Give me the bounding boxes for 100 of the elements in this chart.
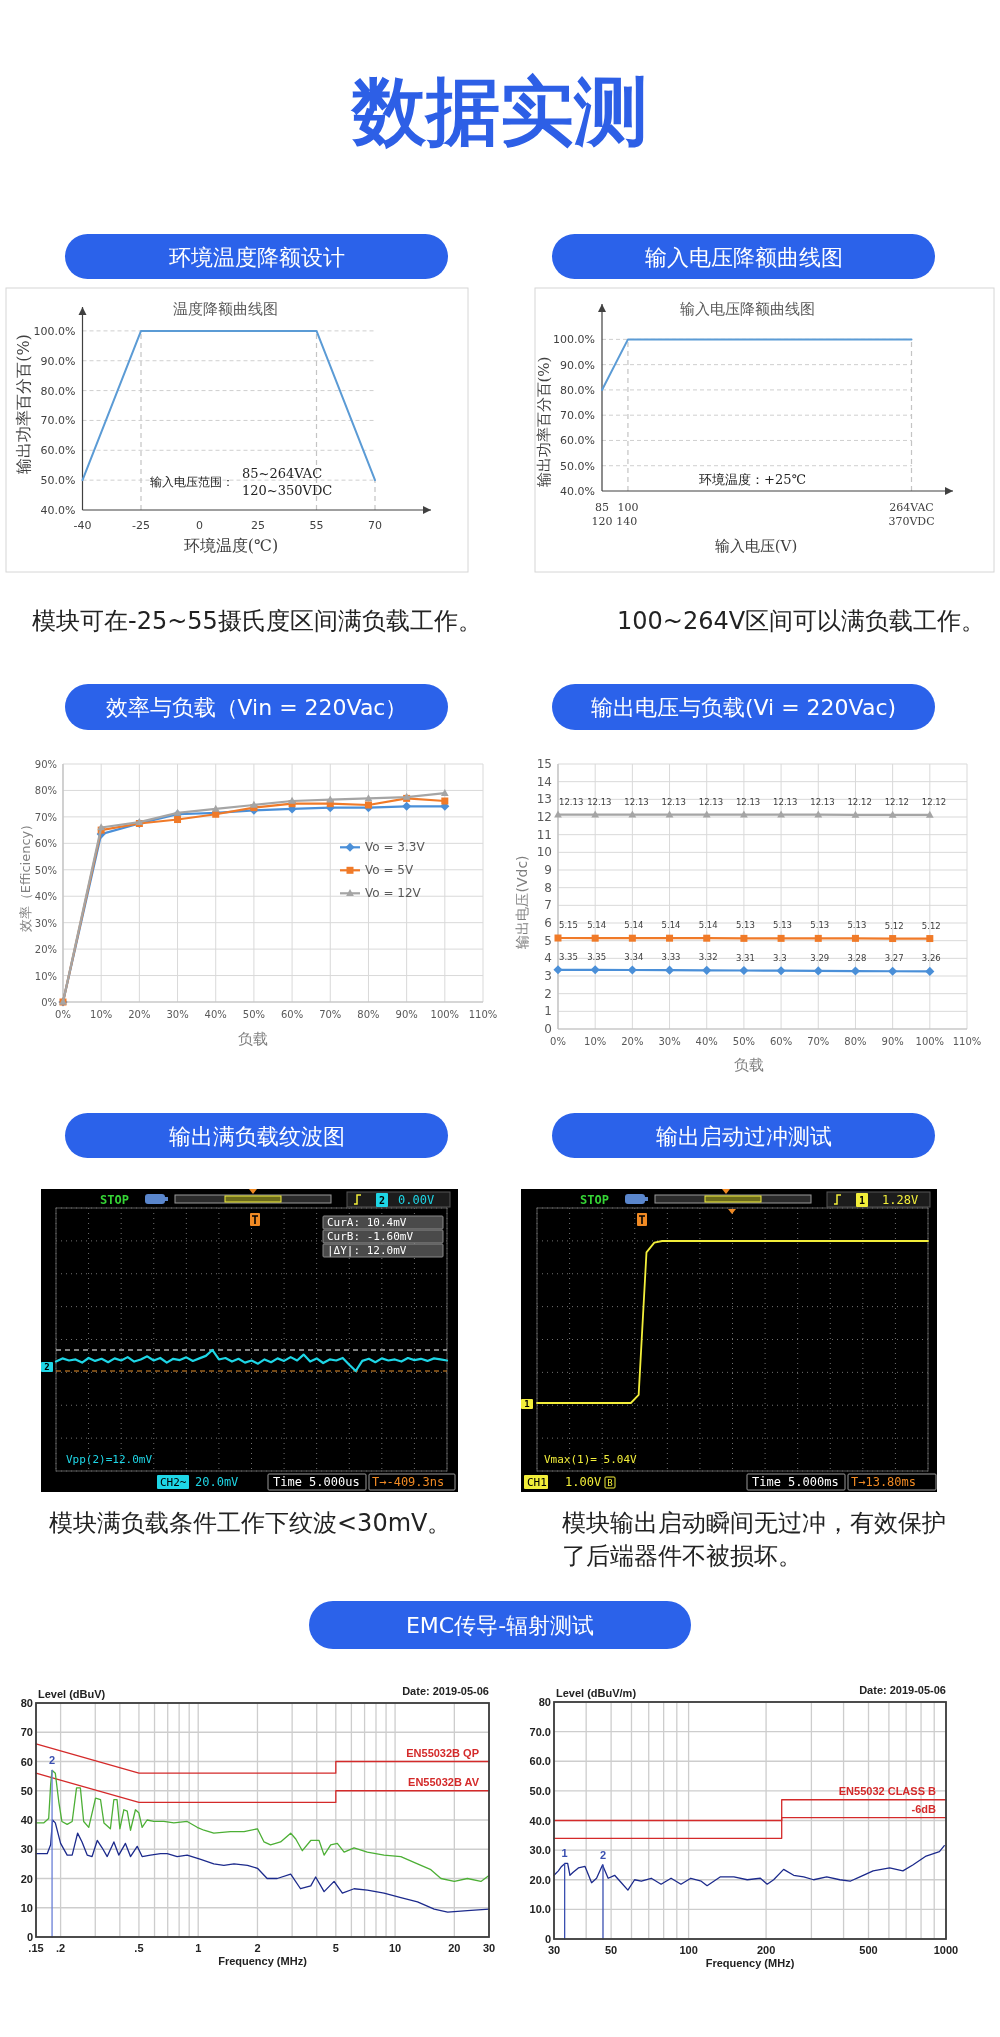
y-tick-label: 40.0% — [40, 504, 76, 517]
data-label: 3.35 — [559, 951, 578, 962]
x-tick-label: 20 — [448, 1942, 461, 1954]
data-label: 3.35 — [587, 951, 607, 962]
text: 模块可在-25~55摄氏度区间满负载工作。 — [32, 607, 482, 635]
y-tick-label: 70.0 — [529, 1725, 551, 1738]
x-tick-label: 80% — [844, 1036, 867, 1047]
y-tick-label: 0 — [26, 1931, 33, 1943]
text: T→13.80ms — [851, 1475, 917, 1489]
text: Date: 2019-05-06 — [859, 1684, 946, 1696]
y-tick-label: 80 — [538, 1696, 551, 1708]
x-tick-label: 50 — [604, 1944, 618, 1956]
x-tick-label: 25 — [251, 519, 265, 532]
y-tick-label: 7 — [544, 898, 552, 913]
legend-label: Vo = 3.3V — [365, 840, 426, 855]
x-tick-label: .5 — [134, 1942, 144, 1954]
chart-title: 输出电压与负载(Vi = 220Vac) — [590, 695, 897, 720]
y-axis-title: 效率（Efficiency） — [18, 817, 33, 933]
x-tick-label: 1000 — [933, 1944, 959, 1956]
text: 100~264V区间可以满负载工作。 — [617, 607, 986, 635]
y-tick-label: 10 — [20, 1901, 33, 1914]
x-tick-label: 10% — [584, 1036, 607, 1047]
y-tick-label: 90.0% — [560, 358, 595, 372]
annotation: 120~350VDC — [242, 483, 333, 498]
y-tick-label: 14 — [536, 774, 552, 789]
y-tick-label: 12 — [536, 810, 552, 824]
y-tick-label: 11 — [536, 827, 552, 842]
data-label: 3.31 — [735, 952, 755, 963]
y-tick-label: 30 — [20, 1843, 33, 1856]
y-tick-label: 20% — [34, 944, 57, 956]
y-tick-label: 60% — [34, 838, 57, 850]
x2-tick-label: 120 — [591, 515, 613, 528]
text: CH2~ — [160, 1476, 187, 1489]
y-tick-label: 90.0% — [40, 354, 76, 368]
x-tick-label: 110% — [952, 1036, 982, 1047]
text: Vpp(2)=12.0mV — [66, 1453, 153, 1466]
data-label: 12.12 — [884, 796, 909, 807]
x-tick-label: 2 — [254, 1942, 261, 1954]
x-tick-label: 500 — [859, 1944, 878, 1956]
text: Time 5.000us — [273, 1475, 360, 1489]
x-tick-label: 50% — [732, 1036, 756, 1047]
y-tick-label: 30% — [34, 917, 57, 929]
data-label: 5.14 — [624, 920, 644, 931]
y-tick-label: 0 — [544, 1022, 552, 1036]
text: 20.0mV — [195, 1475, 239, 1489]
x-tick-label: 5 — [332, 1942, 339, 1954]
data-label: 3.26 — [921, 953, 941, 964]
y-tick-label: 0% — [41, 997, 57, 1008]
x-tick-label: 100 — [617, 501, 639, 514]
x-tick-label: 30% — [166, 1009, 189, 1020]
x-tick-label: 20% — [621, 1036, 644, 1047]
text: 模块满负载条件工作下纹波<30mV。 — [49, 1509, 452, 1537]
text: STOP — [100, 1193, 129, 1207]
x-tick-label: .15 — [28, 1942, 44, 1954]
y-tick-label: 80% — [34, 785, 57, 797]
x-tick-label: -25 — [132, 519, 150, 532]
data-label: 3.32 — [698, 952, 718, 963]
data-label: 5.12 — [921, 920, 941, 931]
y-tick-label: 60.0 — [529, 1755, 551, 1768]
y-axis-title: Level (dBuV) — [38, 1688, 106, 1700]
y-tick-label: 70.0% — [40, 414, 76, 428]
y-tick-label: 5 — [544, 933, 552, 948]
y-tick-label: 20 — [20, 1872, 33, 1885]
x-axis-title: 负载 — [734, 1056, 764, 1074]
data-label: 3.33 — [661, 952, 681, 963]
series-label: EN55032B QP — [406, 1746, 479, 1759]
x-axis-title: 输入电压(V) — [714, 537, 798, 555]
y-tick-label: 40 — [20, 1814, 33, 1826]
y-tick-label: 100.0% — [33, 324, 76, 338]
x2-tick-label: 370VDC — [888, 515, 935, 528]
data-label: 5.12 — [884, 920, 904, 931]
y-tick-label: 0 — [544, 1933, 551, 1945]
y-tick-label: 60.0% — [40, 444, 76, 458]
x-tick-label: 30 — [482, 1942, 496, 1954]
y-tick-label: 10% — [34, 970, 57, 982]
data-label: 12.12 — [921, 796, 947, 807]
x-tick-label: 55 — [309, 519, 324, 532]
y-tick-label: 15 — [536, 757, 552, 771]
data-label: 12.13 — [661, 796, 686, 807]
x-tick-label: 85 — [595, 501, 609, 514]
y-tick-label: 70 — [20, 1726, 33, 1739]
data-label: 12.13 — [773, 796, 798, 807]
y-tick-label: 50 — [20, 1784, 33, 1797]
text: T→-409.3ns — [372, 1475, 445, 1489]
chart-subtitle: 温度降额曲线图 — [172, 300, 278, 318]
data-label: 5.13 — [847, 920, 867, 931]
y-tick-label: 9 — [544, 863, 552, 877]
text: 0.00V — [398, 1193, 435, 1207]
x-tick-label: 100% — [915, 1036, 945, 1047]
y-axis-title: 输出电压(Vdc) — [514, 855, 530, 949]
data-label: 12.12 — [847, 796, 872, 807]
data-label: 5.13 — [773, 920, 793, 931]
data-label: 5.14 — [587, 920, 607, 931]
chart-title: 环境温度降额设计 — [168, 244, 345, 270]
x2-tick-label: 140 — [616, 515, 638, 528]
x-tick-label: 100 — [679, 1944, 698, 1956]
text: 1.28V — [882, 1193, 919, 1207]
data-label: 3.34 — [624, 951, 644, 962]
chart-title: 输出满负载纹波图 — [168, 1123, 345, 1149]
text: EMC传导-辐射测试 — [405, 1613, 595, 1638]
